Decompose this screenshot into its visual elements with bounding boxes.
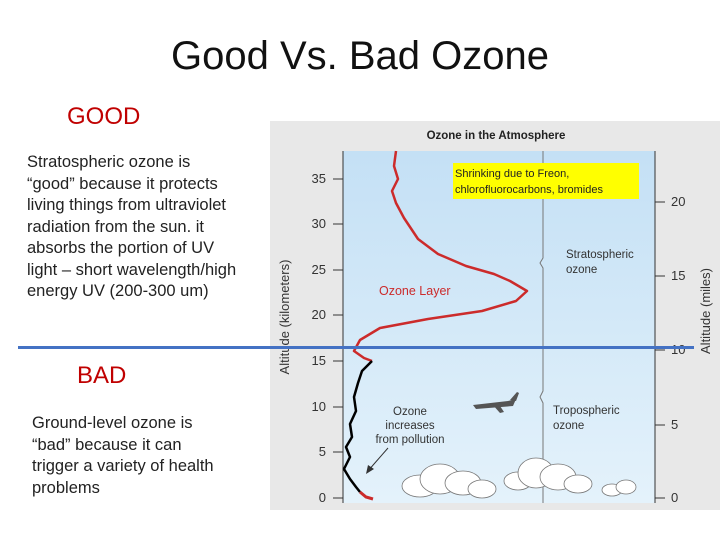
slide-title: Good Vs. Bad Ozone xyxy=(170,34,549,78)
note-highlight xyxy=(453,163,639,199)
pollution-arrow-head xyxy=(366,465,374,474)
stratospheric-label-line-2: ozone xyxy=(566,264,597,276)
layer-separator-line xyxy=(539,151,544,503)
right-axis-ticks xyxy=(655,201,665,499)
left-tick-label: 20 xyxy=(312,307,326,322)
bad-heading: BAD xyxy=(77,362,127,389)
right-tick-label: 5 xyxy=(671,417,678,432)
right-axis-title: Altitude (miles) xyxy=(698,268,713,354)
ozone-concentration-curve xyxy=(352,150,529,363)
cloud-icon xyxy=(401,457,637,499)
left-tick-label: 25 xyxy=(312,262,326,277)
bad-ozone-description: Ground-level ozone is “bad” because it c… xyxy=(32,414,214,497)
good-heading: GOOD xyxy=(67,103,141,130)
pollution-surface-curve xyxy=(359,490,374,501)
right-tick-label: 20 xyxy=(671,194,685,209)
pollution-label-line-2: increases xyxy=(385,420,434,432)
ozone-layer-label: Ozone Layer xyxy=(379,284,451,298)
sky-panel xyxy=(343,151,655,503)
figure-title: Ozone in the Atmosphere xyxy=(427,130,566,142)
pollution-label-line-1: Ozone xyxy=(393,406,427,418)
left-tick-label: 5 xyxy=(319,444,326,459)
left-tick-label: 15 xyxy=(312,353,326,368)
left-tick-label: 30 xyxy=(312,216,326,231)
airplane-icon xyxy=(473,392,519,413)
good-ozone-description: Stratospheric ozone is “good” because it… xyxy=(27,153,237,300)
ozone-atmosphere-figure: Ozone in the Atmosphere 35 30 25 20 15 1… xyxy=(270,121,720,510)
tropospheric-ozone-curve xyxy=(342,360,373,493)
right-tick-label: 10 xyxy=(671,342,685,357)
tropospheric-label-line-1: Tropospheric xyxy=(553,405,620,417)
good-bad-divider-line xyxy=(18,346,694,349)
pollution-label-line-3: from pollution xyxy=(375,434,444,446)
left-tick-label: 10 xyxy=(312,399,326,414)
right-tick-label: 0 xyxy=(671,490,678,505)
note-line-2: chlorofluorocarbons, bromides xyxy=(455,184,603,196)
tropospheric-label-line-2: ozone xyxy=(553,420,584,432)
stratospheric-label-line-1: Stratospheric xyxy=(566,249,634,261)
left-tick-label: 0 xyxy=(319,490,326,505)
left-tick-label: 35 xyxy=(312,171,326,186)
left-axis-ticks xyxy=(333,178,343,499)
note-line-1: Shrinking due to Freon, xyxy=(455,168,569,180)
left-axis-title: Altitude (kilometers) xyxy=(277,260,292,375)
right-tick-label: 15 xyxy=(671,268,685,283)
